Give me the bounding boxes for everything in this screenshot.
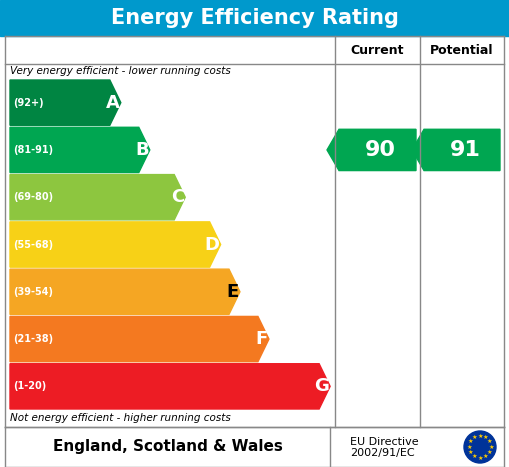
- Text: EU Directive: EU Directive: [350, 437, 418, 447]
- Polygon shape: [327, 129, 416, 170]
- Text: G: G: [314, 377, 329, 396]
- Polygon shape: [10, 80, 121, 125]
- Text: A: A: [106, 94, 120, 112]
- Polygon shape: [10, 364, 330, 409]
- Polygon shape: [10, 222, 220, 267]
- Text: ★: ★: [466, 445, 472, 450]
- Text: ★: ★: [477, 433, 483, 439]
- Polygon shape: [10, 317, 269, 362]
- Text: (69-80): (69-80): [13, 192, 53, 202]
- Text: ★: ★: [483, 454, 488, 459]
- Polygon shape: [10, 127, 150, 173]
- Text: 91: 91: [449, 140, 480, 160]
- Text: Potential: Potential: [430, 43, 494, 57]
- Polygon shape: [10, 175, 185, 220]
- Text: F: F: [256, 330, 268, 348]
- Text: ★: ★: [488, 445, 494, 450]
- Text: Not energy efficient - higher running costs: Not energy efficient - higher running co…: [10, 413, 231, 423]
- Text: ★: ★: [477, 455, 483, 460]
- Text: (21-38): (21-38): [13, 334, 53, 344]
- Text: B: B: [135, 141, 149, 159]
- Text: ★: ★: [468, 450, 473, 455]
- Text: Energy Efficiency Rating: Energy Efficiency Rating: [110, 8, 399, 28]
- Text: (81-91): (81-91): [13, 145, 53, 155]
- Text: ★: ★: [487, 439, 492, 444]
- Text: ★: ★: [483, 435, 488, 440]
- Text: ★: ★: [468, 439, 473, 444]
- Polygon shape: [10, 269, 240, 314]
- Text: 2002/91/EC: 2002/91/EC: [350, 448, 415, 458]
- Text: (1-20): (1-20): [13, 382, 46, 391]
- Text: C: C: [171, 188, 184, 206]
- Text: Very energy efficient - lower running costs: Very energy efficient - lower running co…: [10, 66, 231, 76]
- Text: ★: ★: [472, 454, 477, 459]
- Text: (39-54): (39-54): [13, 287, 53, 297]
- Text: England, Scotland & Wales: England, Scotland & Wales: [52, 439, 282, 454]
- Text: Current: Current: [351, 43, 404, 57]
- Text: ★: ★: [472, 435, 477, 440]
- Polygon shape: [412, 129, 500, 170]
- Text: D: D: [205, 235, 220, 254]
- Text: E: E: [227, 283, 239, 301]
- Circle shape: [464, 431, 496, 463]
- Text: 90: 90: [365, 140, 396, 160]
- Text: (55-68): (55-68): [13, 240, 53, 249]
- Bar: [0, 0, 509, 36]
- Text: ★: ★: [487, 450, 492, 455]
- Text: (92+): (92+): [13, 98, 44, 107]
